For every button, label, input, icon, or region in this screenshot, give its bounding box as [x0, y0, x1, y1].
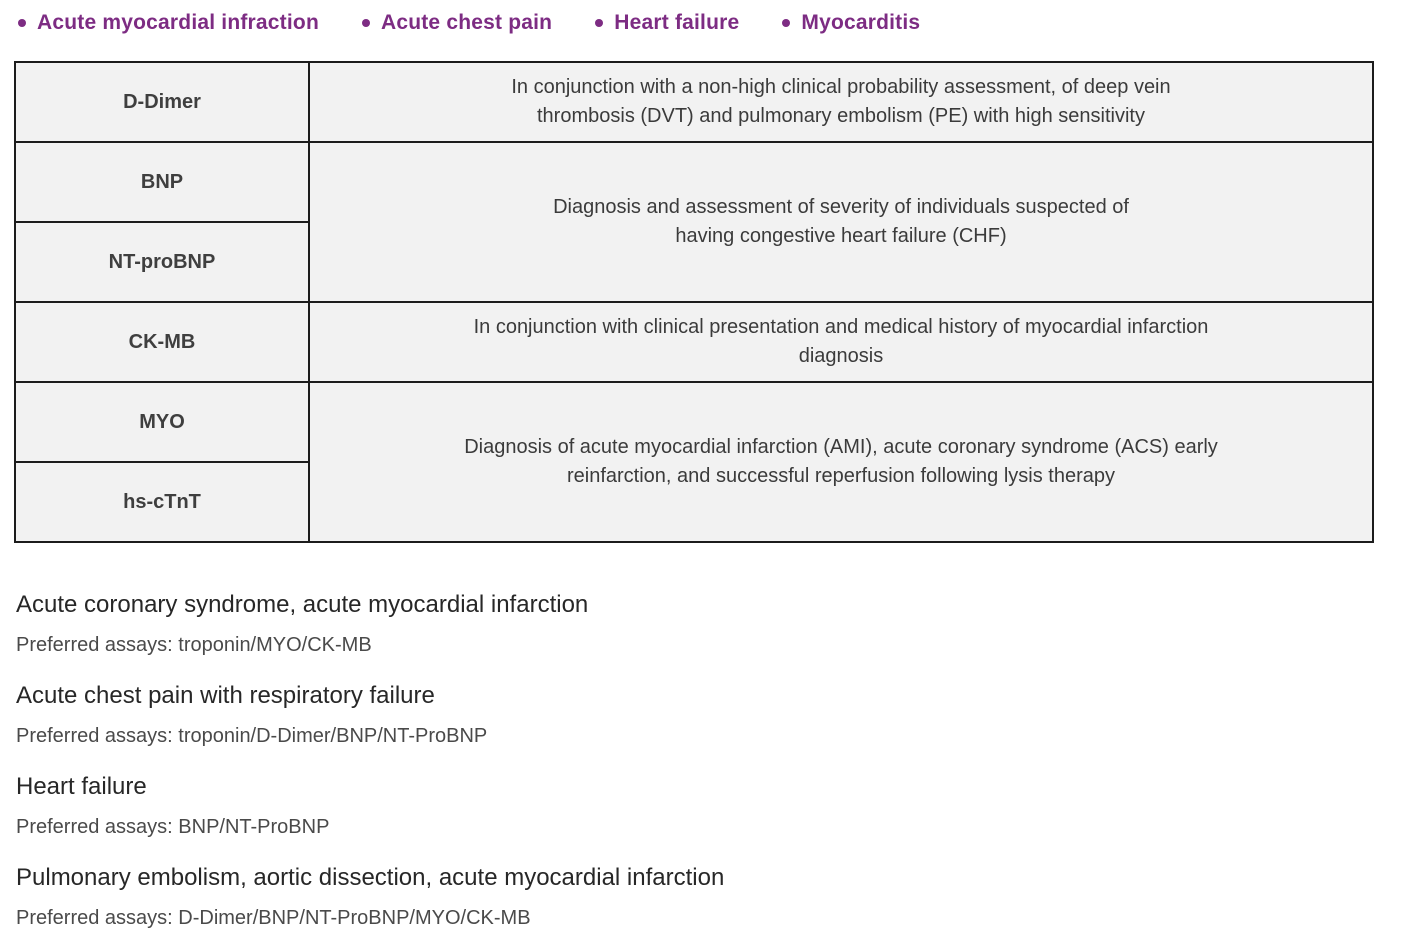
section-title: Acute coronary syndrome, acute myocardia…: [16, 591, 589, 618]
marker-cell-myo: MYO: [14, 381, 310, 463]
bullet-icon: [361, 19, 370, 27]
section-assays: Preferred assays: D-Dimer/BNP/NT-ProBNP/…: [16, 907, 531, 929]
legend-item-label: Acute myocardial infraction: [37, 11, 319, 34]
description-cell: Diagnosis and assessment of severity of …: [308, 141, 1374, 303]
section-title: Heart failure: [16, 773, 147, 800]
section-assays: Preferred assays: troponin/D-Dimer/BNP/N…: [16, 725, 488, 747]
description-text: Diagnosis and assessment of severity of …: [553, 196, 1129, 247]
section-acute-chest-pain: Acute chest pain with respiratory failur…: [16, 682, 1404, 748]
legend-item-acute-myocardial-infraction: Acute myocardial infraction: [18, 11, 319, 35]
table-row: CK-MB In conjunction with clinical prese…: [14, 301, 1374, 383]
table-row: BNP Diagnosis and assessment of severity…: [14, 141, 1374, 303]
description-text: Diagnosis of acute myocardial infarction…: [464, 436, 1218, 487]
marker-cell-bnp: BNP: [14, 141, 310, 223]
section-assays: Preferred assays: BNP/NT-ProBNP: [16, 816, 330, 838]
marker-cell-ck-mb: CK-MB: [14, 301, 310, 383]
description-cell: Diagnosis of acute myocardial infarction…: [308, 381, 1374, 543]
legend-item-heart-failure: Heart failure: [595, 11, 739, 35]
legend-item-label: Myocarditis: [801, 11, 921, 34]
section-acute-coronary-syndrome: Acute coronary syndrome, acute myocardia…: [16, 591, 1404, 657]
table-row: MYO Diagnosis of acute myocardial infarc…: [14, 381, 1374, 543]
preferred-assay-sections: Acute coronary syndrome, acute myocardia…: [0, 591, 1404, 930]
table-row: hs-cTnT: [14, 461, 1373, 543]
legend-item-myocarditis: Myocarditis: [782, 11, 920, 35]
description-text: In conjunction with clinical presentatio…: [473, 316, 1209, 367]
section-pulmonary-embolism: Pulmonary embolism, aortic dissection, a…: [16, 864, 1404, 930]
section-assays: Preferred assays: troponin/MYO/CK-MB: [16, 634, 372, 656]
bullet-icon: [595, 19, 604, 27]
marker-cell-nt-probnp: NT-proBNP: [14, 221, 310, 303]
legend-item-acute-chest-pain: Acute chest pain: [361, 11, 553, 35]
section-title: Pulmonary embolism, aortic dissection, a…: [16, 864, 725, 891]
description-cell: In conjunction with clinical presentatio…: [308, 301, 1374, 383]
table-row: D-Dimer In conjunction with a non-high c…: [14, 61, 1374, 143]
marker-cell-d-dimer: D-Dimer: [14, 61, 310, 143]
table-row: NT-proBNP: [14, 221, 1373, 303]
bullet-icon: [18, 19, 26, 27]
legend-item-label: Heart failure: [614, 11, 740, 34]
legend-item-label: Acute chest pain: [380, 11, 553, 34]
biomarker-table: D-Dimer In conjunction with a non-high c…: [14, 61, 1374, 543]
section-heart-failure: Heart failure Preferred assays: BNP/NT-P…: [16, 773, 1404, 839]
condition-legend: Acute myocardial infraction Acute chest …: [0, 8, 1404, 38]
bullet-icon: [782, 19, 791, 27]
description-text: In conjunction with a non-high clinical …: [511, 76, 1171, 127]
section-title: Acute chest pain with respiratory failur…: [16, 682, 435, 709]
marker-cell-hs-ctnt: hs-cTnT: [14, 461, 310, 543]
description-cell: In conjunction with a non-high clinical …: [308, 61, 1374, 143]
